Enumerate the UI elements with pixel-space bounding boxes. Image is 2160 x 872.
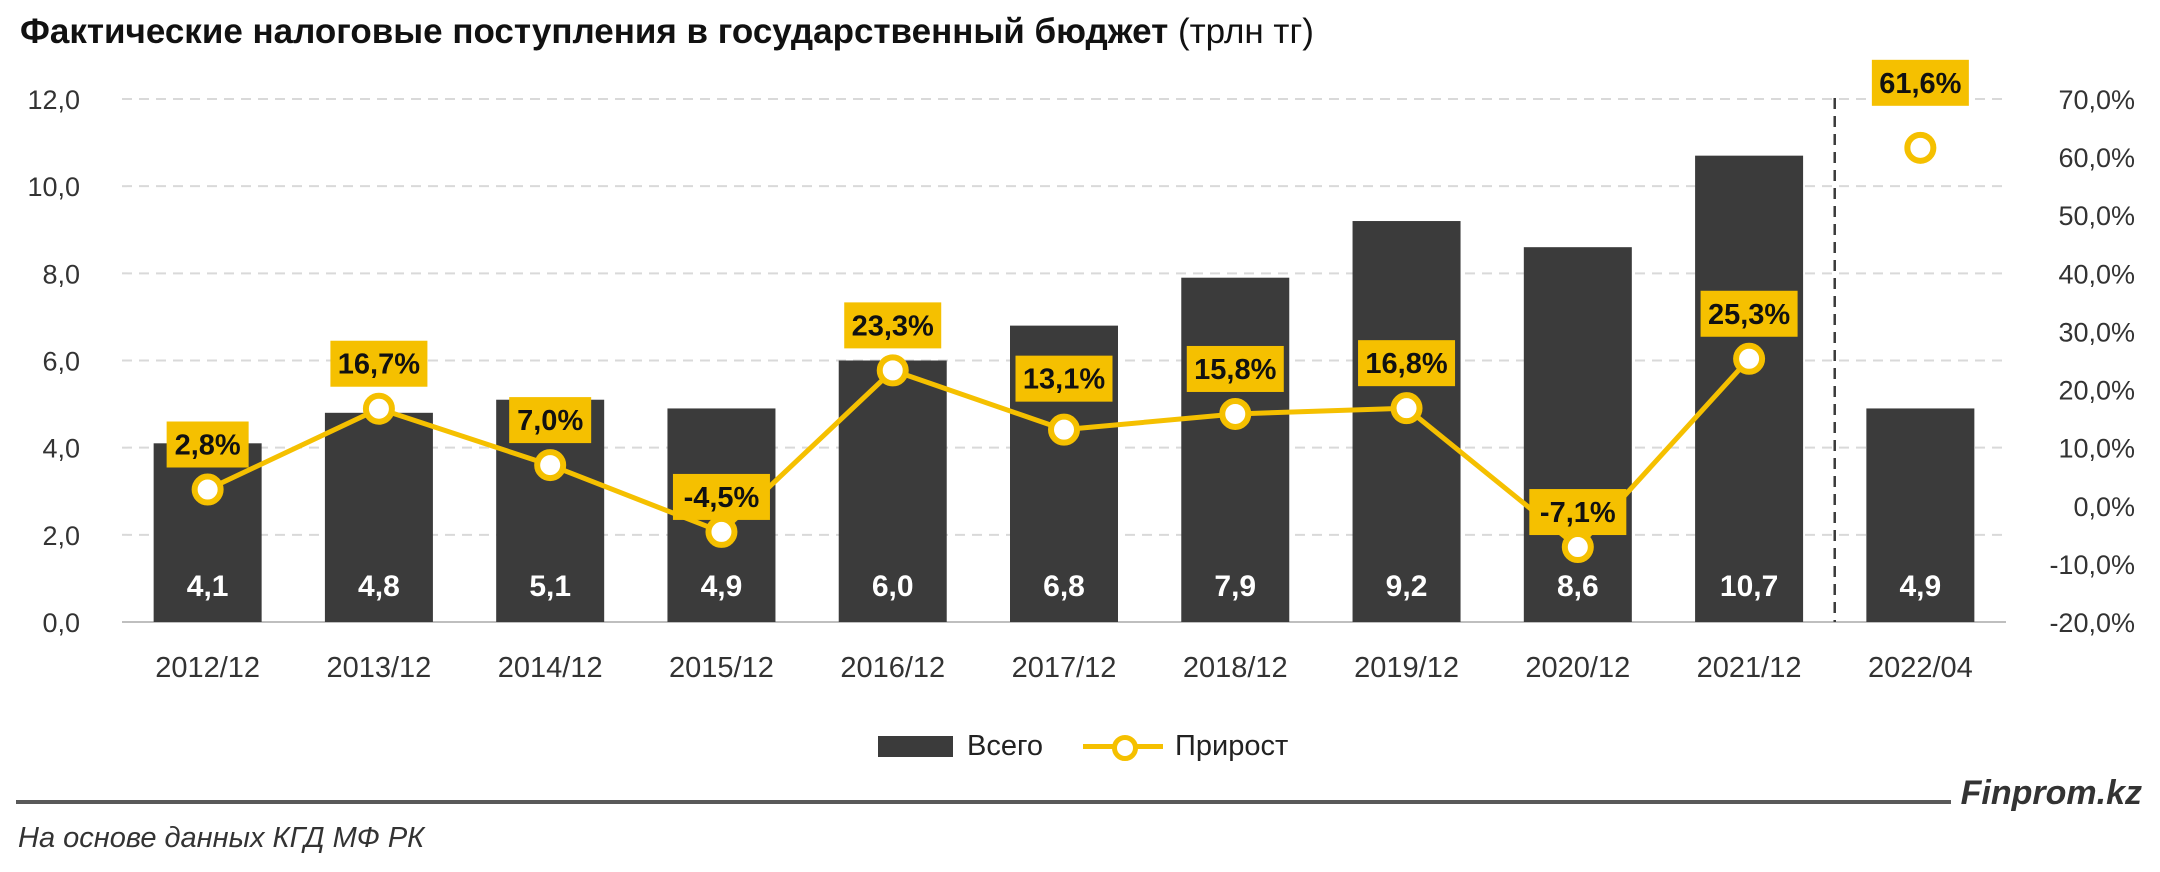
right-axis-tick-label: -10,0%: [2049, 550, 2135, 580]
legend: Всего Прирост: [878, 726, 1328, 766]
right-axis-tick-label: 20,0%: [2058, 376, 2135, 406]
growth-value-label: -7,1%: [1540, 497, 1616, 529]
growth-marker: [705, 515, 738, 548]
bar-value-label: 9,2: [1386, 570, 1428, 603]
growth-marker: [1561, 531, 1594, 564]
growth-label-box: [1186, 345, 1284, 392]
legend-bar-swatch: [878, 735, 953, 757]
bar-value-label: 4,8: [358, 570, 400, 603]
growth-marker: [1904, 131, 1937, 164]
category-label: 2022/04: [1868, 652, 1973, 684]
growth-label-box: [330, 340, 428, 387]
growth-marker: [362, 392, 395, 425]
left-axis-tick-label: 6,0: [42, 347, 80, 377]
right-axis-tick-label: 50,0%: [2058, 201, 2135, 231]
legend-line-swatch: [1083, 731, 1164, 761]
right-axis-tick-label: -20,0%: [2049, 608, 2135, 638]
growth-value-label: 2,8%: [175, 430, 241, 462]
growth-label-box: [1529, 489, 1627, 536]
growth-marker: [191, 473, 224, 506]
bar-value-label: 4,9: [701, 570, 743, 603]
growth-marker: [1048, 413, 1080, 446]
left-axis-tick-label: 10,0: [27, 172, 80, 202]
bar-value-label: 4,1: [187, 570, 229, 603]
growth-marker: [534, 449, 567, 482]
source-note: На основе данных КГД МФ РК: [18, 822, 425, 854]
category-label: 2013/12: [326, 652, 431, 684]
growth-value-label: 13,1%: [1023, 364, 1105, 396]
category-label: 2017/12: [1012, 652, 1117, 684]
category-label: 2015/12: [669, 652, 774, 684]
growth-marker: [1390, 392, 1423, 425]
bar-value-label: 7,9: [1214, 570, 1256, 603]
category-label: 2021/12: [1697, 652, 1802, 684]
right-axis-tick-label: 60,0%: [2058, 143, 2135, 173]
left-axis-tick-label: 12,0: [27, 85, 80, 115]
legend-label-growth: Прирост: [1175, 729, 1289, 762]
bar: [324, 412, 433, 622]
brand-logo-text: Finprom.kz: [1960, 774, 2142, 812]
left-axis-tick-label: 8,0: [42, 259, 80, 289]
footer-divider: [16, 800, 1951, 804]
growth-value-label: 25,3%: [1708, 299, 1790, 331]
growth-value-label: -4,5%: [684, 482, 760, 514]
right-axis-tick-label: 30,0%: [2058, 317, 2135, 347]
right-axis-tick-label: 0,0%: [2073, 492, 2135, 522]
growth-label-box: [844, 302, 942, 349]
bar-value-label: 5,1: [529, 570, 571, 603]
growth-label-box: [1358, 340, 1456, 387]
growth-label-box: [672, 473, 770, 520]
growth-label-box: [1015, 355, 1113, 402]
bar: [1181, 277, 1290, 622]
right-axis-tick-label: 40,0%: [2058, 259, 2135, 289]
bar: [1866, 408, 1975, 622]
growth-series-line: [206, 357, 1751, 550]
growth-marker: [876, 354, 909, 387]
growth-label-box: [1700, 290, 1798, 337]
growth-value-label: 16,7%: [338, 349, 420, 381]
left-axis-tick-label: 2,0: [42, 521, 80, 551]
growth-label-box: [166, 421, 249, 468]
bar-value-label: 6,0: [872, 570, 914, 603]
bar: [1695, 155, 1804, 623]
growth-label-box: [1871, 59, 1969, 106]
growth-value-label: 61,6%: [1879, 68, 1961, 100]
growth-value-label: 15,8%: [1194, 354, 1276, 386]
right-axis-tick-label: 70,0%: [2058, 85, 2135, 115]
left-axis-tick-label: 0,0: [42, 608, 80, 638]
right-axis-tick-label: 10,0%: [2058, 434, 2135, 464]
chart-title-main: Фактические налоговые поступления в госу…: [20, 12, 1169, 51]
legend-item-growth: Прирост: [1083, 730, 1288, 763]
growth-value-label: 16,8%: [1365, 348, 1447, 380]
category-label: 2016/12: [840, 652, 945, 684]
growth-label-box: [509, 397, 592, 444]
growth-marker: [1219, 397, 1252, 430]
bar-value-label: 10,7: [1720, 570, 1778, 603]
category-label: 2018/12: [1183, 652, 1288, 684]
left-axis-tick-label: 4,0: [42, 434, 80, 464]
chart-title: Фактические налоговые поступления в госу…: [20, 12, 1314, 52]
bar-value-label: 6,8: [1043, 570, 1085, 603]
growth-marker: [1733, 342, 1766, 375]
bar-value-label: 8,6: [1557, 570, 1599, 603]
category-label: 2019/12: [1354, 652, 1459, 684]
legend-label-total: Всего: [967, 729, 1044, 762]
category-label: 2020/12: [1525, 652, 1630, 684]
growth-value-label: 23,3%: [852, 310, 934, 342]
legend-item-total: Всего: [878, 730, 1043, 763]
category-label: 2012/12: [155, 652, 260, 684]
bar-value-label: 4,9: [1900, 570, 1942, 603]
chart-title-unit: (трлн тг): [1177, 12, 1314, 51]
category-label: 2014/12: [498, 652, 603, 684]
growth-value-label: 7,0%: [517, 405, 583, 437]
bar: [1523, 247, 1632, 622]
